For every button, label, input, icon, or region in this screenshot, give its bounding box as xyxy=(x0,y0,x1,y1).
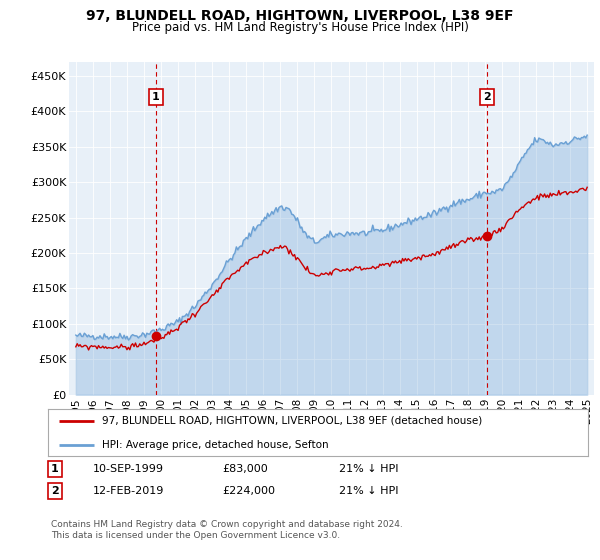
Text: Price paid vs. HM Land Registry's House Price Index (HPI): Price paid vs. HM Land Registry's House … xyxy=(131,21,469,34)
Text: 12-FEB-2019: 12-FEB-2019 xyxy=(93,486,164,496)
Text: £224,000: £224,000 xyxy=(222,486,275,496)
Text: Contains HM Land Registry data © Crown copyright and database right 2024.
This d: Contains HM Land Registry data © Crown c… xyxy=(51,520,403,540)
Text: 21% ↓ HPI: 21% ↓ HPI xyxy=(339,464,398,474)
Text: 1: 1 xyxy=(152,92,160,102)
Text: 10-SEP-1999: 10-SEP-1999 xyxy=(93,464,164,474)
Text: 97, BLUNDELL ROAD, HIGHTOWN, LIVERPOOL, L38 9EF (detached house): 97, BLUNDELL ROAD, HIGHTOWN, LIVERPOOL, … xyxy=(102,416,482,426)
Text: HPI: Average price, detached house, Sefton: HPI: Average price, detached house, Seft… xyxy=(102,440,329,450)
Text: 2: 2 xyxy=(483,92,491,102)
Text: £83,000: £83,000 xyxy=(222,464,268,474)
Text: 2: 2 xyxy=(51,486,59,496)
Text: 21% ↓ HPI: 21% ↓ HPI xyxy=(339,486,398,496)
Text: 1: 1 xyxy=(51,464,59,474)
Text: 97, BLUNDELL ROAD, HIGHTOWN, LIVERPOOL, L38 9EF: 97, BLUNDELL ROAD, HIGHTOWN, LIVERPOOL, … xyxy=(86,9,514,23)
